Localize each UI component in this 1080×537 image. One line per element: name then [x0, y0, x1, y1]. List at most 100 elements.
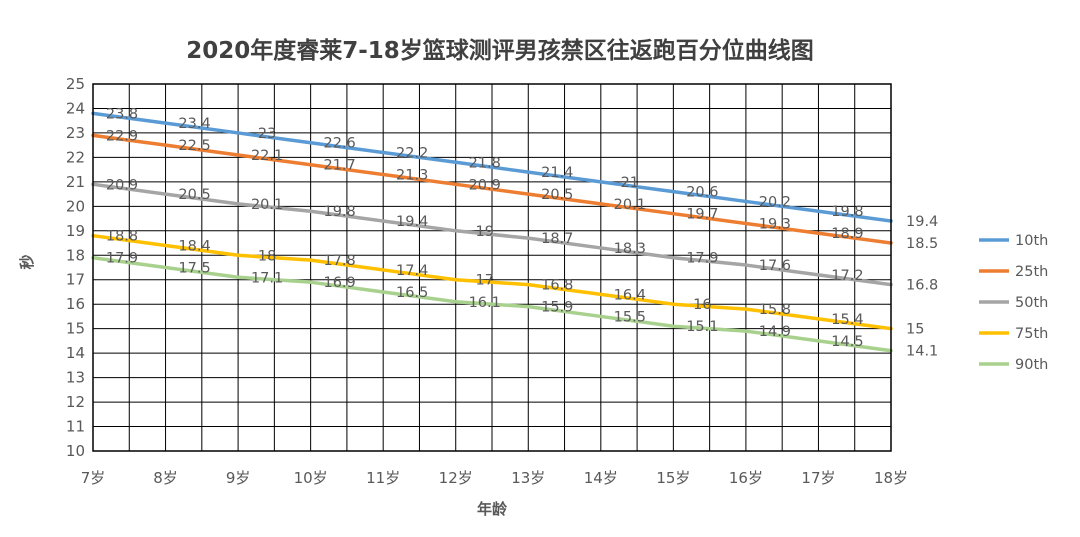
x-tick-label: 10岁 — [294, 469, 328, 487]
x-tick-label: 11岁 — [366, 469, 400, 487]
y-axis-title: 秒 — [18, 254, 36, 269]
legend: 10th 25th 50th 75th 90th — [979, 233, 1048, 373]
y-tick-label: 23 — [66, 124, 85, 142]
data-label: 16.9 — [323, 275, 355, 291]
data-label: 19.3 — [759, 216, 791, 232]
x-tick-label: 9岁 — [226, 469, 251, 487]
data-label: 16.8 — [541, 278, 573, 294]
data-label: 19.8 — [323, 204, 355, 220]
x-tick-label: 8岁 — [153, 469, 178, 487]
y-tick-label: 20 — [66, 197, 85, 215]
data-label: 17.8 — [323, 253, 355, 269]
y-tick-label: 10 — [66, 442, 85, 460]
data-label: 17.5 — [178, 261, 210, 277]
x-tick-label: 13岁 — [511, 469, 545, 487]
data-label: 15.8 — [759, 302, 791, 318]
data-label: 19.4 — [906, 214, 938, 230]
series-line-75th — [91, 233, 893, 331]
data-label: 17.9 — [106, 251, 138, 267]
x-tick-label: 12岁 — [439, 469, 473, 487]
data-label: 16.1 — [469, 295, 501, 311]
series-lines — [91, 111, 893, 353]
data-label: 19 — [476, 224, 494, 240]
data-label: 19.7 — [686, 207, 718, 223]
data-label: 23.4 — [178, 116, 210, 132]
data-label: 22.9 — [106, 128, 138, 144]
data-label: 15 — [906, 322, 924, 338]
y-tick-label: 21 — [66, 173, 85, 191]
x-tick-label: 16岁 — [729, 469, 763, 487]
y-tick-label: 17 — [66, 271, 85, 289]
data-label: 21.8 — [469, 155, 501, 171]
x-tick-label: 14岁 — [584, 469, 618, 487]
y-tick-label: 22 — [66, 148, 85, 166]
data-label: 16 — [693, 297, 711, 313]
y-tick-label: 19 — [66, 222, 85, 240]
data-label: 16.8 — [906, 278, 938, 294]
y-tick-label: 12 — [66, 393, 85, 411]
data-label: 20.5 — [541, 187, 573, 203]
y-tick-label: 24 — [66, 99, 85, 117]
x-axis-title: 年龄 — [477, 500, 508, 518]
data-label: 17.2 — [831, 268, 863, 284]
data-label: 18.4 — [178, 238, 210, 254]
data-label: 22.6 — [323, 136, 355, 152]
y-tick-label: 16 — [66, 295, 85, 313]
data-label: 21.3 — [396, 168, 428, 184]
data-labels: 23.8 23.4 23 22.6 22.2 21.8 21.4 21 20.6 20.2 19.8… — [106, 106, 938, 359]
y-tick-label: 14 — [66, 344, 85, 362]
data-label: 20.9 — [469, 177, 501, 193]
y-tick-label: 11 — [66, 418, 85, 436]
y-tick-label: 15 — [66, 320, 85, 338]
data-label: 20.5 — [178, 187, 210, 203]
data-label: 15.1 — [686, 319, 718, 335]
plot-border — [92, 83, 892, 452]
series-line-10th — [91, 111, 893, 223]
axes: 10 11 12 13 14 15 16 17 18 19 20 21 22 23 24 25 7岁 8岁 9岁 10… — [66, 75, 908, 487]
data-label: 16.4 — [614, 287, 646, 303]
data-label: 14.5 — [831, 334, 863, 350]
data-label: 20.6 — [686, 185, 718, 201]
data-label: 18.3 — [614, 241, 646, 257]
data-label: 18 — [258, 248, 276, 264]
y-tick-label: 13 — [66, 369, 85, 387]
data-label: 22.1 — [251, 148, 283, 164]
legend-label: 90th — [1015, 357, 1048, 373]
chart-title: 2020年度睿莱7-18岁篮球测评男孩禁区往返跑百分位曲线图 — [186, 37, 814, 64]
data-label: 22.5 — [178, 138, 210, 154]
series-line-90th — [91, 255, 893, 353]
data-label: 20.1 — [251, 197, 283, 213]
x-tick-label: 17岁 — [801, 469, 835, 487]
data-label: 20.1 — [614, 197, 646, 213]
data-label: 19.4 — [396, 214, 428, 230]
y-tick-label: 18 — [66, 246, 85, 264]
series-line-25th — [91, 133, 893, 245]
data-label: 21.4 — [541, 165, 573, 181]
x-tick-label: 7岁 — [81, 469, 106, 487]
x-tick-label: 15岁 — [656, 469, 690, 487]
data-label: 18.5 — [906, 236, 938, 252]
legend-label: 25th — [1015, 264, 1048, 280]
y-tick-label: 25 — [66, 75, 85, 93]
data-label: 23.8 — [106, 106, 138, 122]
data-label: 21 — [621, 175, 639, 191]
data-label: 18.9 — [831, 226, 863, 242]
data-label: 15.9 — [541, 300, 573, 316]
data-label: 15.4 — [831, 312, 863, 328]
data-label: 19.8 — [831, 204, 863, 220]
x-tick-label: 18岁 — [874, 469, 908, 487]
legend-label: 10th — [1015, 233, 1048, 249]
data-label: 14.1 — [906, 344, 938, 360]
data-label: 23 — [258, 126, 276, 142]
legend-label: 75th — [1015, 326, 1048, 342]
data-label: 18.8 — [106, 229, 138, 245]
legend-label: 50th — [1015, 295, 1048, 311]
series-line-50th — [91, 182, 893, 287]
data-label: 17.1 — [251, 270, 283, 286]
data-label: 14.9 — [759, 324, 791, 340]
data-label: 21.7 — [323, 158, 355, 174]
data-label: 17.9 — [686, 251, 718, 267]
data-label: 17.4 — [396, 263, 428, 279]
